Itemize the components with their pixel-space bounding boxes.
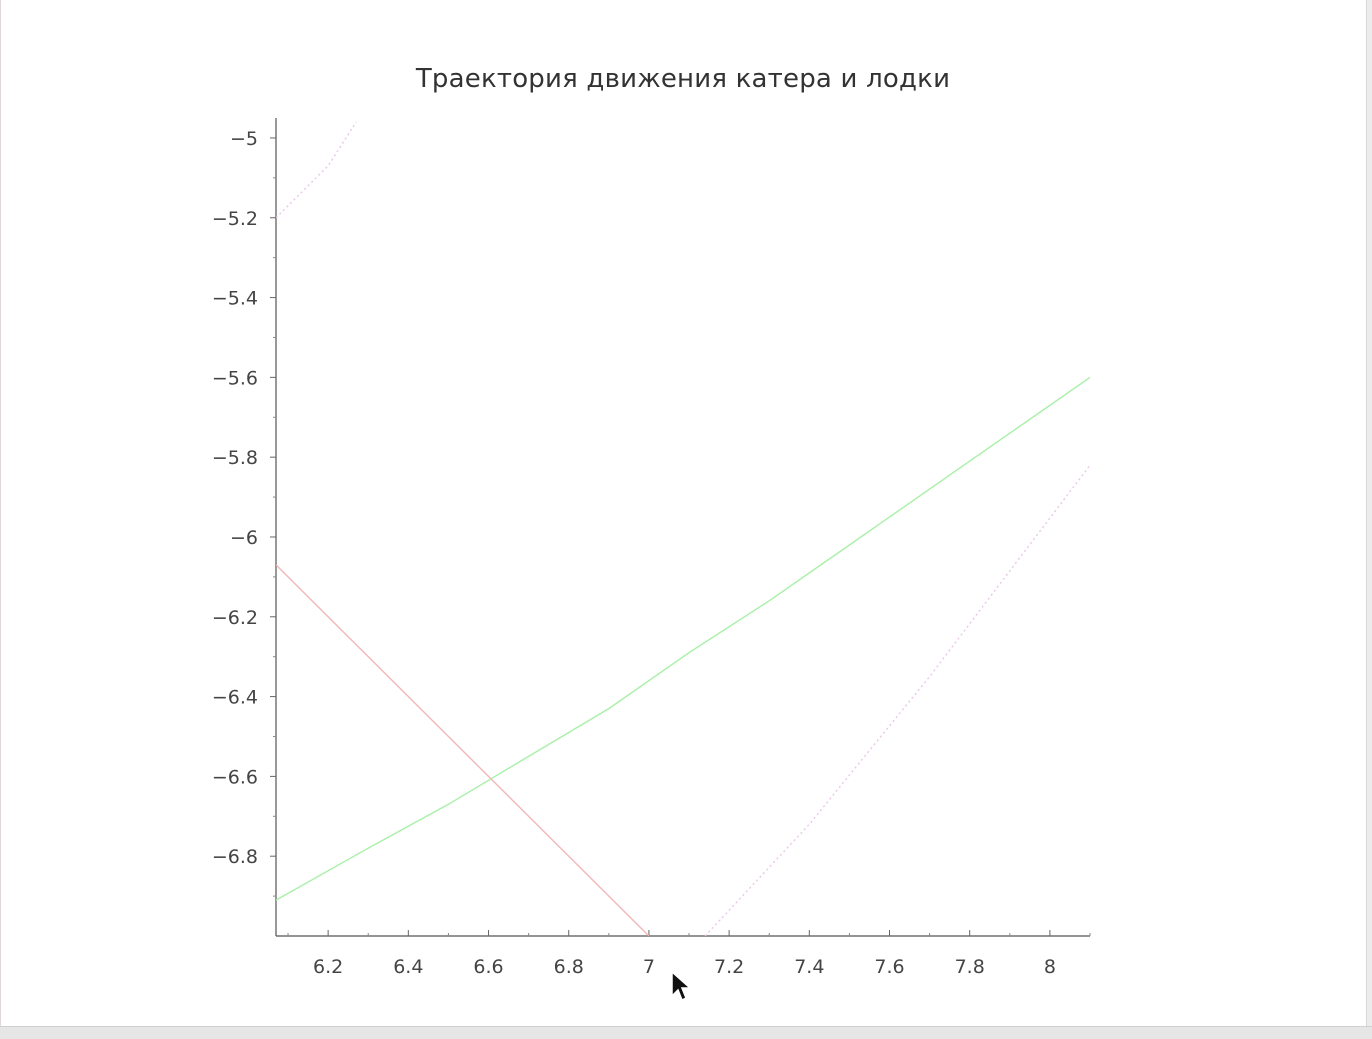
y-tick-label: −5.8	[212, 447, 258, 469]
x-tick-label: 6.4	[393, 956, 423, 978]
y-tick-label: −6.6	[212, 766, 258, 788]
x-tick-label: 7	[643, 956, 655, 978]
x-tick-label: 6.2	[313, 956, 343, 978]
y-tick-label: −5.2	[212, 208, 258, 230]
y-tick-label: −5.6	[212, 367, 258, 389]
series-line-2	[276, 564, 650, 936]
y-tick-label: −6.8	[212, 846, 258, 868]
mouse-pointer-icon	[671, 970, 692, 1002]
series-line-1	[276, 376, 1090, 901]
x-tick-label: 7.2	[714, 956, 744, 978]
series-line-3	[704, 464, 1090, 936]
x-tick-label: 6.8	[554, 956, 584, 978]
window-left-border	[0, 0, 1, 1026]
y-tick-label: −5.4	[212, 288, 258, 310]
y-tick-label: −6.2	[212, 607, 258, 629]
x-tick-label: 7.6	[874, 956, 904, 978]
x-tick-label: 7.8	[955, 956, 985, 978]
series-line-4	[276, 121, 357, 219]
chart-title: Траектория движения катера и лодки	[415, 64, 951, 94]
x-tick-label: 8	[1044, 956, 1056, 978]
window-right-border	[1366, 0, 1372, 1038]
window-bottom-border	[0, 1026, 1372, 1039]
y-tick-label: −5	[230, 128, 258, 150]
x-tick-label: 6.6	[473, 956, 503, 978]
y-tick-label: −6.4	[212, 687, 258, 709]
x-tick-label: 7.4	[794, 956, 824, 978]
y-tick-label: −6	[230, 527, 258, 549]
